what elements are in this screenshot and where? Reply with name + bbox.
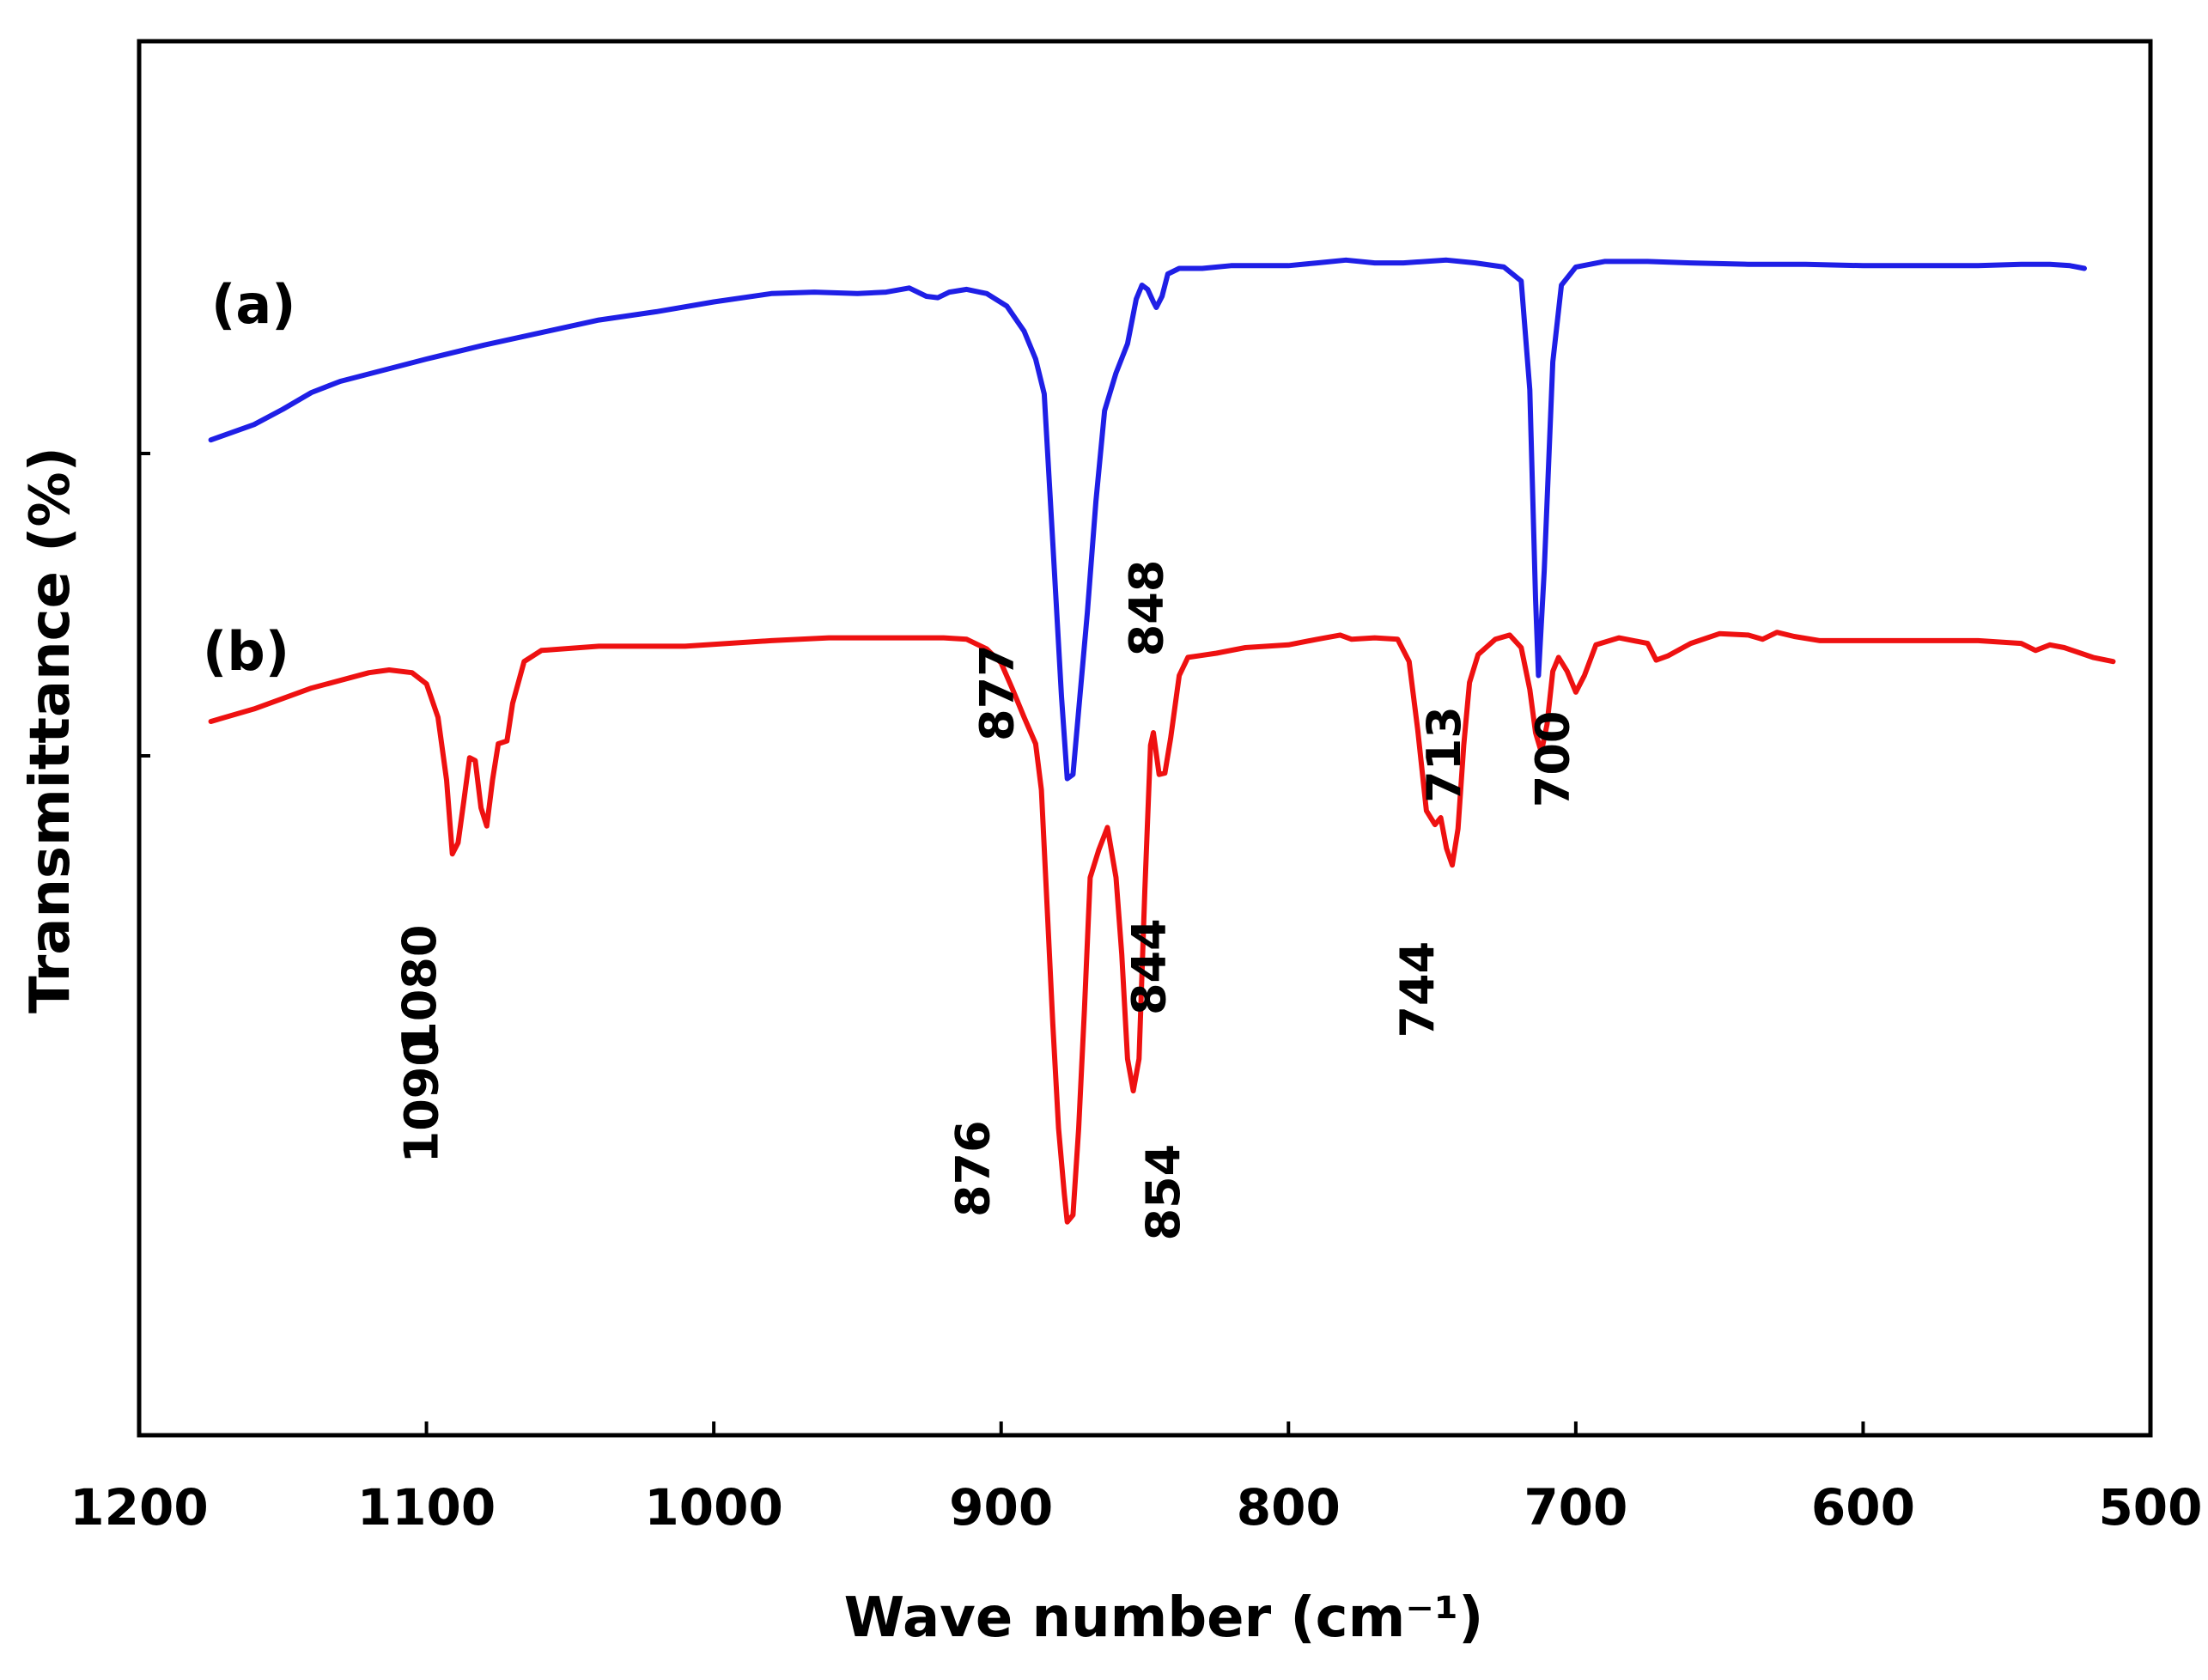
- peak-label-744: 744: [1390, 941, 1445, 1038]
- x-tick-label-900: 900: [949, 1478, 1053, 1537]
- x-tick-label-700: 700: [1524, 1478, 1627, 1537]
- peak-label-844: 844: [1122, 918, 1177, 1015]
- x-tick-label-1200: 1200: [70, 1478, 208, 1537]
- peak-label-1090: 1090: [395, 1034, 449, 1163]
- peak-label-854: 854: [1136, 1144, 1190, 1241]
- x-tick-label-1000: 1000: [644, 1478, 782, 1537]
- series-label-a: (a): [211, 273, 296, 336]
- x-tick-label-600: 600: [1811, 1478, 1915, 1537]
- series-line-a: [208, 257, 2087, 782]
- peak-label-877: 877: [970, 644, 1024, 741]
- peak-label-876: 876: [946, 1120, 1001, 1217]
- x-axis-ticks: 1200 1100 1000 900 800 700 600 500: [70, 1421, 2203, 1537]
- x-tick-label-1100: 1100: [357, 1478, 496, 1537]
- y-axis-title: Transmittance (%): [19, 447, 82, 1013]
- peak-label-1080: 1080: [392, 925, 447, 1054]
- series-layer: [208, 257, 2116, 1225]
- peak-label-713: 713: [1417, 706, 1471, 803]
- peak-label-848: 848: [1119, 560, 1173, 657]
- x-tick-label-800: 800: [1237, 1478, 1341, 1537]
- plot-frame: [137, 39, 2153, 1438]
- series-label-b: (b): [203, 620, 289, 683]
- x-axis-title: Wave number (cm⁻¹): [844, 1586, 1484, 1650]
- series-line-b: [208, 630, 2116, 1225]
- peak-label-700: 700: [1526, 711, 1580, 808]
- x-tick-label-500: 500: [2098, 1478, 2202, 1537]
